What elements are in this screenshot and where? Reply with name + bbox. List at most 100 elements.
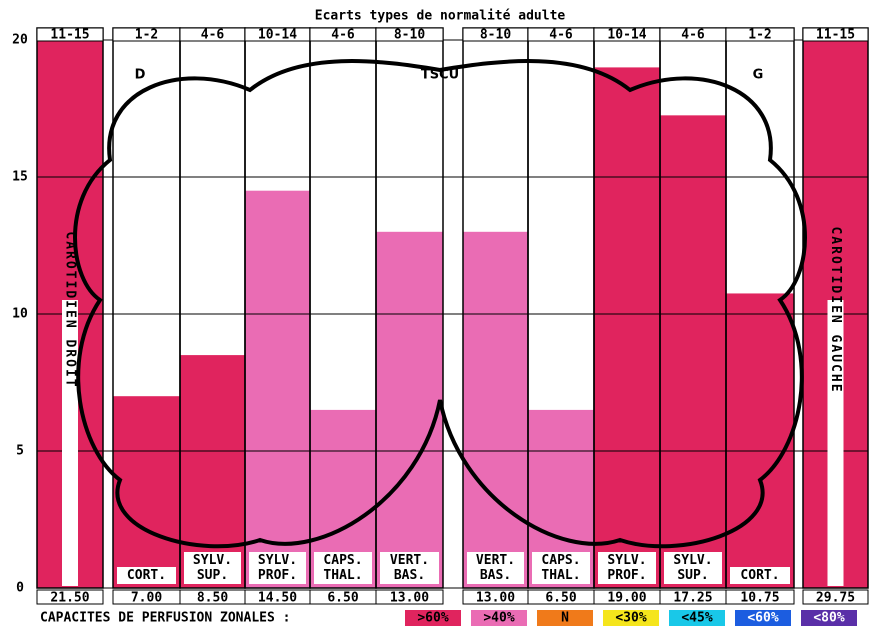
category-label: CAROTIDIEN DROIT [63,231,78,388]
category-line: BAS. [394,568,425,583]
category-box [598,552,656,584]
annotation: TSCU [421,68,459,83]
value-box [36,589,104,605]
y-tick-label: 0 [16,581,24,596]
category-line: SYLV. [673,553,712,568]
bar [376,231,443,588]
category-line: SYLV. [193,553,232,568]
category-label: VERT. BAS. [476,553,515,583]
range-label: 11-15 [816,28,855,43]
category-box [249,552,306,584]
range-label: 11-15 [50,28,89,43]
range-label: 1-2 [135,28,158,43]
legend-label: >60% [417,611,448,626]
category-label: CORT. [740,568,779,583]
legend-swatch [801,610,857,626]
value-label: 21.50 [50,591,89,606]
bar [726,293,794,588]
legend-swatch [669,610,725,626]
category-box [730,567,790,584]
legend-swatch [471,610,527,626]
range-box [36,27,104,42]
category-box [314,552,372,584]
value-label: 6.50 [327,591,358,606]
bar [113,396,180,588]
legend-label: <30% [615,611,646,626]
range-box [802,27,869,42]
category-box [664,552,722,584]
y-tick-label: 20 [12,33,28,48]
category-box [117,567,176,584]
brain-outline [73,59,807,549]
category-line: CAPS. [323,553,362,568]
category-label: SYLV. SUP. [673,553,712,583]
bar [180,355,245,588]
range-label: 4-6 [549,28,573,43]
bar [660,115,726,588]
category-line: CORT. [740,568,779,583]
category-box [380,552,439,584]
legend-swatch [735,610,791,626]
range-label: 4-6 [331,28,355,43]
category-box [827,300,844,586]
bar [463,231,528,588]
value-label: 10.75 [740,591,779,606]
category-line: SUP. [677,568,708,583]
category-label: CAROTIDIEN GAUCHE [828,226,843,393]
legend-label: <60% [747,611,778,626]
legend-swatch [537,610,593,626]
y-tick-label: 10 [12,307,28,322]
category-box [467,552,524,584]
category-line: VERT. [476,553,515,568]
range-label: 8-10 [480,28,511,43]
annotation: G [753,68,764,83]
category-label: SYLV. PROF. [607,553,646,583]
category-label: CORT. [127,568,166,583]
category-line: CAPS. [541,553,580,568]
legend-title: CAPACITES DE PERFUSION ZONALES : [40,611,290,626]
range-label: 4-6 [201,28,225,43]
value-label: 13.00 [390,591,429,606]
value-box [375,589,444,605]
y-tick-label: 15 [12,170,28,185]
annotation: D [135,68,146,83]
legend-label: <80% [813,611,844,626]
category-label: CAPS. THAL. [323,553,362,583]
legend-label: <45% [681,611,712,626]
bar [245,190,310,588]
legend-swatch [603,610,659,626]
category-line: VERT. [390,553,429,568]
value-box [725,589,795,605]
category-line: SYLV. [607,553,646,568]
category-line: BAS. [480,568,511,583]
value-box [802,589,869,605]
value-label: 13.00 [476,591,515,606]
legend-label: >40% [483,611,514,626]
category-label: SYLV. SUP. [193,553,232,583]
category-line: SUP. [197,568,228,583]
range-label: 4-6 [681,28,705,43]
category-line: PROF. [607,568,646,583]
range-box [375,27,444,42]
value-label: 7.00 [131,591,162,606]
y-tick-label: 5 [16,444,24,459]
category-label: CAPS. THAL. [541,553,580,583]
range-label: 8-10 [394,28,425,43]
plot [37,40,868,588]
category-label: VERT. BAS. [390,553,429,583]
value-label: 8.50 [197,591,228,606]
category-box [62,300,78,586]
range-label: 1-2 [748,28,771,43]
range-box [725,27,795,42]
legend-label: N [561,611,569,626]
value-label: 29.75 [816,591,855,606]
value-label: 6.50 [545,591,576,606]
category-box [532,552,590,584]
category-line: PROF. [258,568,297,583]
category-label: SYLV. PROF. [258,553,297,583]
value-label: 17.25 [673,591,712,606]
category-box [184,552,241,584]
value-label: 19.00 [607,591,646,606]
range-label: 10-14 [607,28,646,43]
